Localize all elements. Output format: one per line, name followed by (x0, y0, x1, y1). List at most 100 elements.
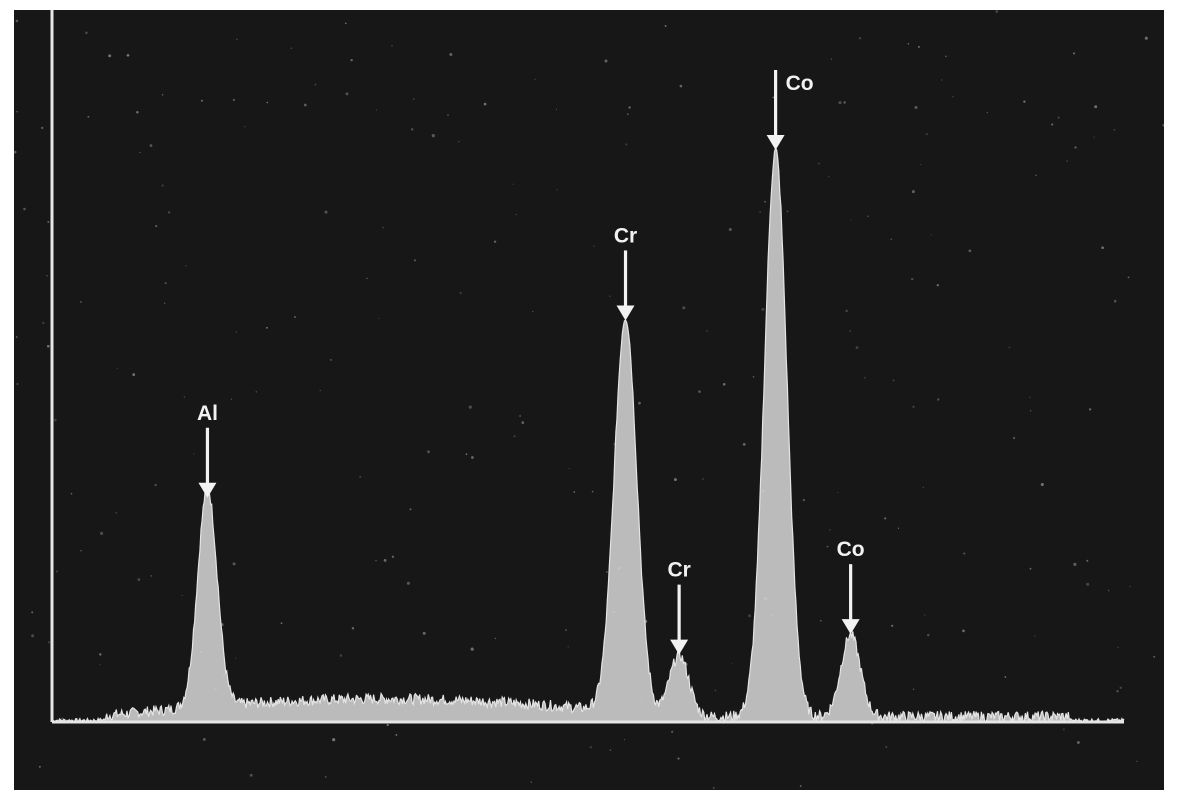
noise-speck (845, 309, 848, 313)
noise-speck (638, 401, 641, 405)
noise-speck (1117, 646, 1119, 649)
noise-speck (802, 498, 806, 502)
noise-speck (16, 111, 18, 113)
noise-speck (161, 94, 164, 96)
noise-speck (914, 105, 918, 110)
noise-speck (1073, 562, 1077, 566)
noise-speck (164, 282, 167, 285)
noise-speck (47, 220, 50, 223)
noise-speck (87, 115, 90, 118)
noise-speck (494, 637, 497, 640)
annotation-arrow-head (198, 482, 217, 498)
noise-speck (843, 101, 846, 104)
noise-speck (591, 490, 594, 493)
noise-speck (183, 396, 186, 398)
noise-speck (375, 559, 377, 562)
noise-speck (742, 443, 746, 446)
noise-speck (1101, 246, 1104, 250)
noise-speck (391, 555, 395, 558)
noise-speck (414, 259, 416, 262)
noise-speck (605, 571, 608, 573)
noise-speck (995, 10, 999, 13)
noise-speck (108, 54, 112, 58)
noise-speck (1051, 123, 1054, 126)
noise-speck (761, 307, 765, 311)
noise-speck (1013, 437, 1016, 440)
noise-speck (1127, 276, 1130, 279)
noise-speck (1029, 410, 1032, 412)
noise-speck (391, 45, 393, 47)
noise-speck (513, 435, 516, 438)
noise-speck (382, 226, 385, 229)
noise-speck (115, 511, 118, 514)
noise-speck (471, 456, 474, 459)
noise-speck (532, 310, 534, 313)
noise-speck (1066, 160, 1069, 162)
noise-speck (314, 83, 317, 86)
noise-speck (465, 453, 468, 456)
noise-speck (136, 111, 139, 114)
noise-speck (1035, 174, 1037, 177)
noise-speck (1086, 559, 1089, 562)
annotation-arrow-head (841, 619, 860, 635)
noise-speck (920, 163, 922, 166)
noise-speck (70, 492, 73, 495)
noise-speck (892, 379, 895, 382)
noise-speck (530, 781, 532, 783)
noise-speck (930, 234, 932, 236)
annotation-arrow-head (616, 305, 635, 321)
noise-speck (1004, 676, 1007, 678)
noise-speck (922, 486, 924, 488)
noise-speck (48, 641, 51, 644)
noise-speck (945, 55, 947, 58)
noise-speck (366, 277, 368, 280)
noise-speck (712, 786, 715, 790)
noise-speck (15, 336, 18, 338)
noise-speck (42, 321, 45, 324)
noise-speck (23, 207, 26, 211)
noise-speck (1072, 52, 1076, 55)
noise-speck (924, 614, 926, 616)
noise-speck (664, 24, 667, 27)
noise-speck (459, 291, 462, 295)
noise-speck (344, 22, 347, 25)
noise-speck (799, 785, 802, 787)
noise-speck (927, 633, 930, 637)
noise-speck (829, 529, 831, 531)
noise-speck (962, 629, 965, 633)
noise-speck (79, 300, 82, 303)
noise-speck (912, 405, 915, 409)
noise-speck (863, 376, 866, 379)
noise-speck (163, 302, 166, 305)
noise-speck (232, 562, 236, 566)
noise-speck (555, 108, 557, 110)
noise-speck (1107, 589, 1110, 592)
edx-spectrum-chart: Al Cr Cr Co Co (14, 10, 1164, 790)
noise-speck (422, 631, 426, 635)
noise-speck (698, 390, 701, 393)
noise-speck (677, 757, 680, 760)
noise-speck (46, 344, 50, 348)
noise-speck (249, 773, 253, 777)
noise-speck (986, 111, 989, 114)
noise-speck (53, 418, 57, 422)
noise-speck (458, 141, 460, 143)
noise-speck (377, 317, 380, 320)
noise-speck (99, 663, 101, 666)
peak-annotation: Al (197, 402, 218, 498)
noise-speck (244, 125, 246, 128)
noise-speck (1008, 346, 1011, 349)
noise-speck (38, 765, 41, 768)
noise-speck (702, 478, 704, 480)
noise-speck (885, 746, 888, 748)
annotation-arrow-head (670, 639, 689, 655)
noise-speck (608, 295, 611, 297)
noise-speck (534, 78, 536, 81)
noise-speck (609, 749, 612, 751)
noise-speck (409, 508, 412, 511)
noise-speck (565, 629, 567, 631)
noise-speck (351, 627, 355, 630)
noise-speck (706, 330, 708, 332)
noise-speck (1162, 124, 1164, 127)
noise-speck (350, 58, 353, 62)
